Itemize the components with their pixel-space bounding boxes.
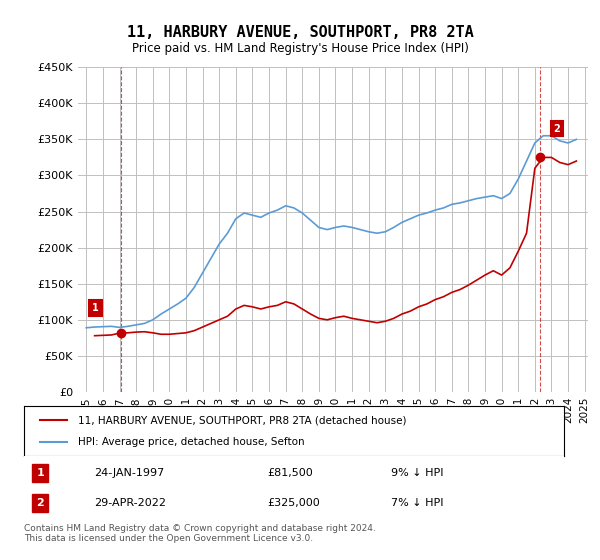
Text: £325,000: £325,000 — [267, 498, 320, 508]
Text: 24-JAN-1997: 24-JAN-1997 — [94, 468, 164, 478]
Text: 2: 2 — [554, 124, 560, 133]
Text: 2: 2 — [37, 498, 44, 508]
Text: 29-APR-2022: 29-APR-2022 — [94, 498, 166, 508]
Text: HPI: Average price, detached house, Sefton: HPI: Average price, detached house, Seft… — [78, 437, 305, 447]
Text: 1: 1 — [37, 468, 44, 478]
Text: 1: 1 — [92, 303, 99, 313]
Text: 11, HARBURY AVENUE, SOUTHPORT, PR8 2TA (detached house): 11, HARBURY AVENUE, SOUTHPORT, PR8 2TA (… — [78, 415, 407, 425]
Text: Contains HM Land Registry data © Crown copyright and database right 2024.
This d: Contains HM Land Registry data © Crown c… — [24, 524, 376, 543]
Text: 11, HARBURY AVENUE, SOUTHPORT, PR8 2TA: 11, HARBURY AVENUE, SOUTHPORT, PR8 2TA — [127, 25, 473, 40]
Text: Price paid vs. HM Land Registry's House Price Index (HPI): Price paid vs. HM Land Registry's House … — [131, 42, 469, 55]
Text: £81,500: £81,500 — [267, 468, 313, 478]
Text: 7% ↓ HPI: 7% ↓ HPI — [391, 498, 444, 508]
Text: 9% ↓ HPI: 9% ↓ HPI — [391, 468, 444, 478]
